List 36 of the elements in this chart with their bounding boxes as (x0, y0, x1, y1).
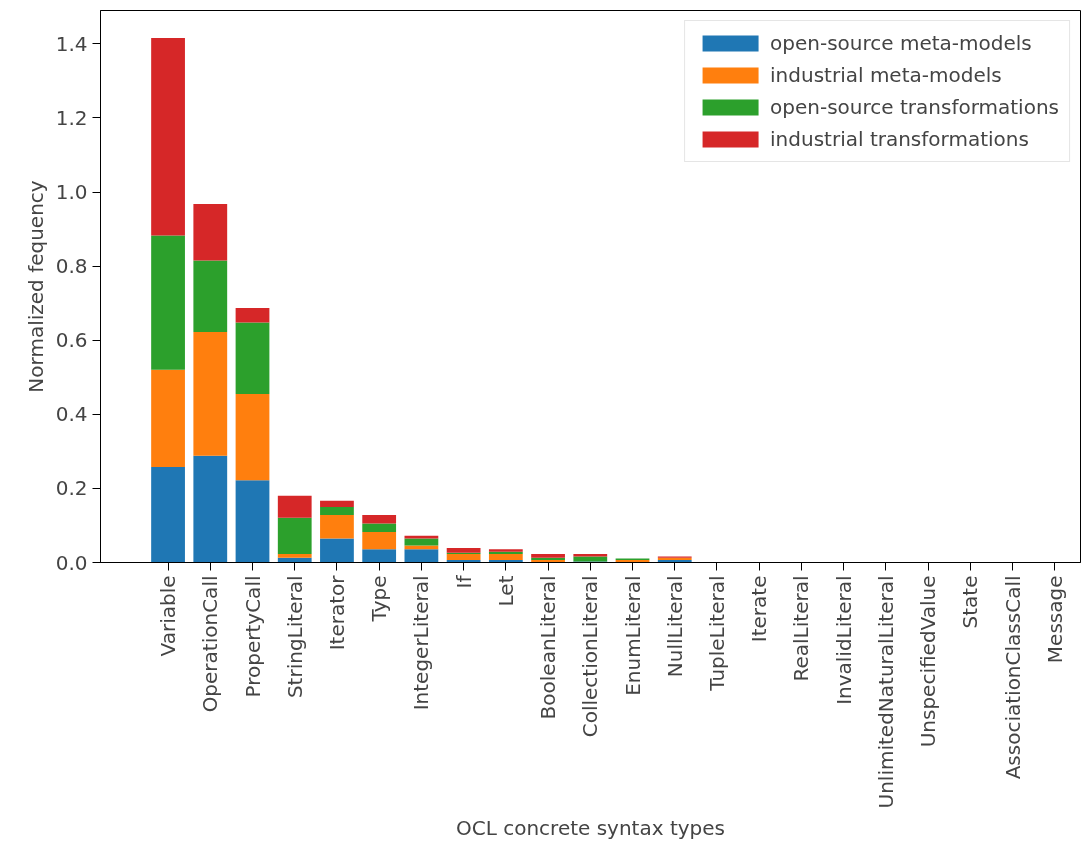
x-tick-label: UnlimitedNaturalLiteral (873, 575, 898, 809)
y-tick-label: 0.8 (55, 254, 88, 279)
x-tick-label: State (958, 575, 983, 629)
y-tick-label: 1.2 (55, 105, 88, 130)
x-tick-label: Type (367, 575, 392, 623)
x-tick-label: NullLiteral (662, 575, 687, 678)
x-tick-label: BooleanLiteral (536, 575, 561, 720)
x-tick-label: UnspecifiedValue (916, 575, 941, 748)
x-tick-label: EnumLiteral (620, 575, 645, 696)
x-tick-label: InvalidLiteral (831, 575, 856, 705)
y-tick-label: 0.4 (55, 402, 88, 427)
legend-label: open-source meta-models (770, 31, 1032, 55)
x-axis-title: OCL concrete syntax types (455, 816, 726, 841)
x-tick-label: Iterate (747, 575, 772, 643)
x-tick-label: Iterator (324, 574, 349, 651)
x-tick-label: RealLiteral (789, 575, 814, 682)
x-tick-label: IntegerLiteral (409, 575, 434, 711)
y-tick-label: 0.2 (55, 476, 88, 501)
x-tick-label: TupleLiteral (704, 575, 729, 692)
y-tick-label: 0.6 (55, 328, 88, 353)
x-tick-label: If (451, 574, 476, 589)
x-tick-label: CollectionLiteral (578, 575, 603, 738)
x-tick-label: StringLiteral (282, 575, 307, 699)
x-tick-label: Variable (156, 575, 181, 657)
y-tick-label: 1.0 (55, 180, 88, 205)
x-tick-label: AssociationClassCall (1000, 575, 1025, 780)
y-tick-label: 0.0 (55, 550, 88, 575)
legend-label: open-source transformations (770, 95, 1059, 119)
x-tick-label: Let (493, 575, 518, 607)
x-tick-label: Message (1042, 575, 1067, 664)
x-tick-label: OperationCall (198, 575, 223, 713)
y-axis-title: Normalized fequency (23, 180, 48, 393)
legend-label: industrial meta-models (770, 63, 1002, 87)
y-tick-label: 1.4 (55, 31, 88, 56)
x-tick-label: PropertyCall (240, 575, 265, 698)
legend-label: industrial transformations (770, 127, 1029, 151)
